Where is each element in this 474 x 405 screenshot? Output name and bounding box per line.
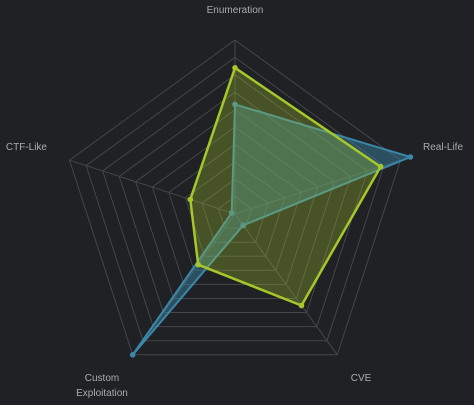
data-point <box>187 196 194 203</box>
axis-spoke <box>69 159 236 215</box>
grid-ring <box>201 178 269 243</box>
grid-ring <box>217 195 253 229</box>
grid-ring <box>102 74 368 328</box>
grid-ring <box>135 108 335 299</box>
series-area <box>131 103 412 356</box>
data-point <box>228 210 235 216</box>
grid-ring <box>68 39 402 356</box>
axis-labels: Enumeration Real-Life CVE Custom Exploitatio… <box>6 5 464 399</box>
series-1 <box>129 101 414 358</box>
data-point <box>298 302 305 309</box>
grid-ring <box>85 56 385 342</box>
grid-ring <box>118 91 352 313</box>
data-point <box>240 222 246 229</box>
series-2 <box>187 65 384 309</box>
data-point <box>232 65 238 71</box>
axis-label: Custom Exploitation <box>76 373 128 399</box>
data-point <box>377 163 384 170</box>
axis-spoke <box>234 213 338 356</box>
data-point <box>129 352 136 358</box>
axis-spoke <box>234 159 401 215</box>
data-point <box>195 261 201 268</box>
axis-label: CVE <box>351 373 372 384</box>
data-point <box>232 101 238 108</box>
axis-label: Enumeration <box>207 5 264 16</box>
data-point <box>407 154 414 160</box>
axis-label: Real-Life <box>423 142 463 153</box>
radar-series <box>129 65 414 358</box>
axis-label: CTF-Like <box>6 142 48 153</box>
series-area <box>189 66 382 307</box>
grid-ring <box>168 143 302 271</box>
grid-ring <box>151 126 319 285</box>
